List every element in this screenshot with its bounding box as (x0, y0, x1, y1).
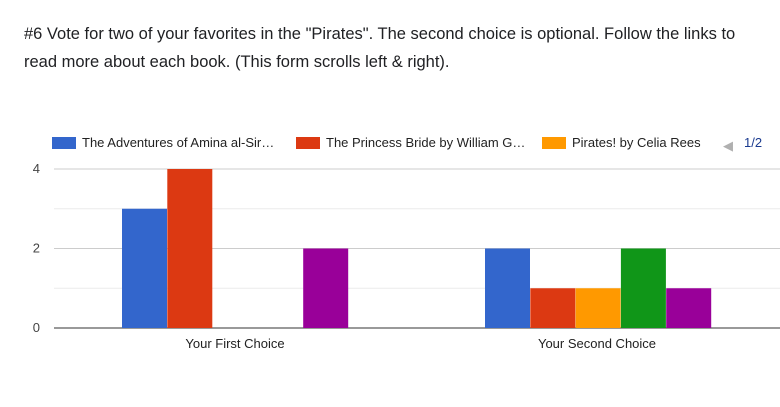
x-category-label: Your Second Choice (538, 336, 656, 351)
bar (620, 248, 666, 328)
bar (575, 288, 621, 328)
y-tick-label: 2 (33, 241, 40, 256)
legend-swatch (52, 137, 76, 149)
bar (666, 288, 712, 328)
x-category-label: Your First Choice (185, 336, 284, 351)
y-tick-label: 4 (33, 161, 40, 176)
bar (122, 208, 167, 328)
legend-label: The Princess Bride by William G… (326, 135, 526, 150)
question-title: #6 Vote for two of your favorites in the… (24, 25, 736, 71)
bar (167, 169, 213, 328)
chart-legend: The Adventures of Amina al-Sir… The Prin… (40, 133, 780, 153)
legend-label: Pirates! by Celia Rees (572, 135, 701, 150)
legend-label: The Adventures of Amina al-Sir… (82, 135, 275, 150)
bar (303, 248, 349, 328)
legend-swatch (542, 137, 566, 149)
legend-page-indicator: 1/2 (744, 135, 763, 150)
legend-swatch (296, 137, 320, 149)
y-tick-label: 0 (33, 320, 40, 335)
bar (485, 248, 530, 328)
triangle-left-icon[interactable]: ◀ (723, 138, 733, 153)
bar (530, 288, 576, 328)
